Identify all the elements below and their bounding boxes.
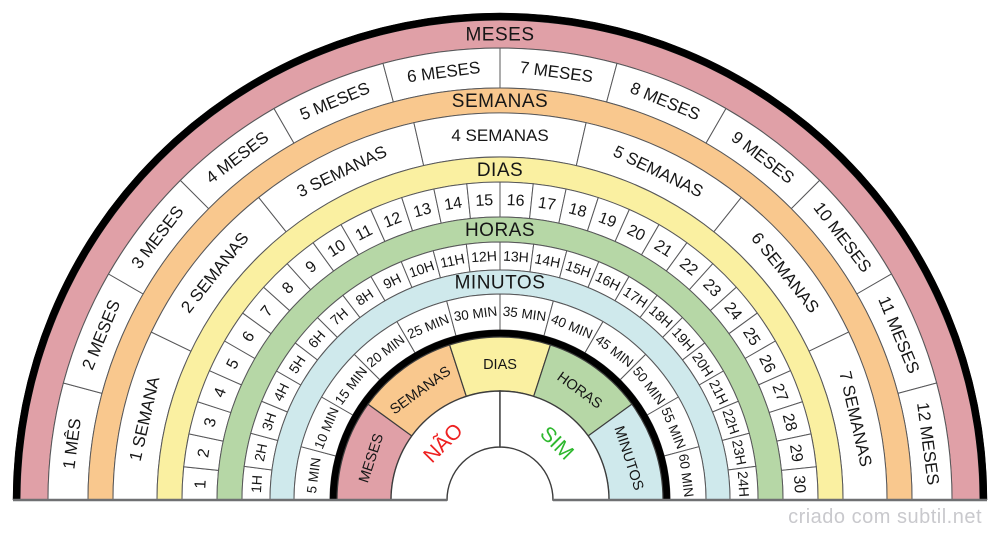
dias-values-label-1: 1 — [192, 479, 209, 489]
semanas-title: SEMANAS — [452, 91, 548, 112]
minutos-title: MINUTOS — [455, 273, 546, 294]
minutos-values-label-12: 60 MIN — [676, 453, 697, 498]
horas-values-label-23: 23H — [729, 438, 750, 466]
meses-title: MESES — [465, 25, 534, 46]
dias-values-label-15: 15 — [475, 192, 494, 210]
dias-values-label-26: 26 — [755, 352, 778, 376]
horas-values-label-12: 12H — [471, 248, 498, 266]
dias-values-label-27: 27 — [768, 381, 790, 404]
minutos-values-label-1: 5 MIN — [304, 457, 324, 495]
answer-sector-sim — [499, 390, 610, 501]
dias-values-label-12: 12 — [381, 209, 404, 231]
horas-values-label-13: 13H — [503, 248, 530, 266]
horas-values-label-14: 14H — [533, 250, 561, 271]
watermark: criado com subtil.net — [788, 506, 982, 528]
dias-values-label-11: 11 — [353, 222, 376, 245]
dias-values-label-18: 18 — [567, 200, 589, 221]
answer-sector-nao — [390, 390, 501, 501]
horas-values-label-24: 24H — [735, 471, 753, 498]
horas-title: HORAS — [465, 220, 535, 241]
horas-values-label-4: 4H — [270, 380, 292, 403]
dias-values-label-20: 20 — [624, 222, 648, 245]
dias-values-label-3: 3 — [201, 416, 220, 429]
semanas-values-label-4: 4 SEMANAS — [451, 126, 548, 145]
dias-values-label-16: 16 — [506, 192, 525, 210]
horas-values-label-2: 2H — [251, 442, 270, 463]
dias-values-label-13: 13 — [412, 200, 434, 221]
dias-values-label-19: 19 — [596, 209, 619, 231]
horas-values-label-9: 9H — [380, 270, 403, 292]
dias-values-label-14: 14 — [443, 194, 463, 214]
horas-values-label-11: 11H — [439, 250, 466, 271]
dias-values-label-30: 30 — [790, 475, 808, 494]
dias-values-label-28: 28 — [779, 412, 800, 434]
dias-values-label-29: 29 — [786, 443, 806, 463]
horas-values-label-3: 3H — [258, 410, 279, 432]
minutos-values-label-7: 35 MIN — [502, 304, 547, 325]
dias-values-label-2: 2 — [195, 447, 213, 459]
category-label-dias: DIAS — [483, 357, 517, 373]
horas-values-label-1: 1H — [248, 475, 265, 494]
horas-values-label-22: 22H — [719, 407, 742, 436]
dias-title: DIAS — [477, 160, 523, 181]
horas-values-label-10: 10H — [407, 257, 436, 280]
minutos-values-label-6: 30 MIN — [453, 304, 498, 325]
horas-values-label-15: 15H — [564, 257, 593, 280]
dias-values-label-17: 17 — [537, 194, 557, 214]
